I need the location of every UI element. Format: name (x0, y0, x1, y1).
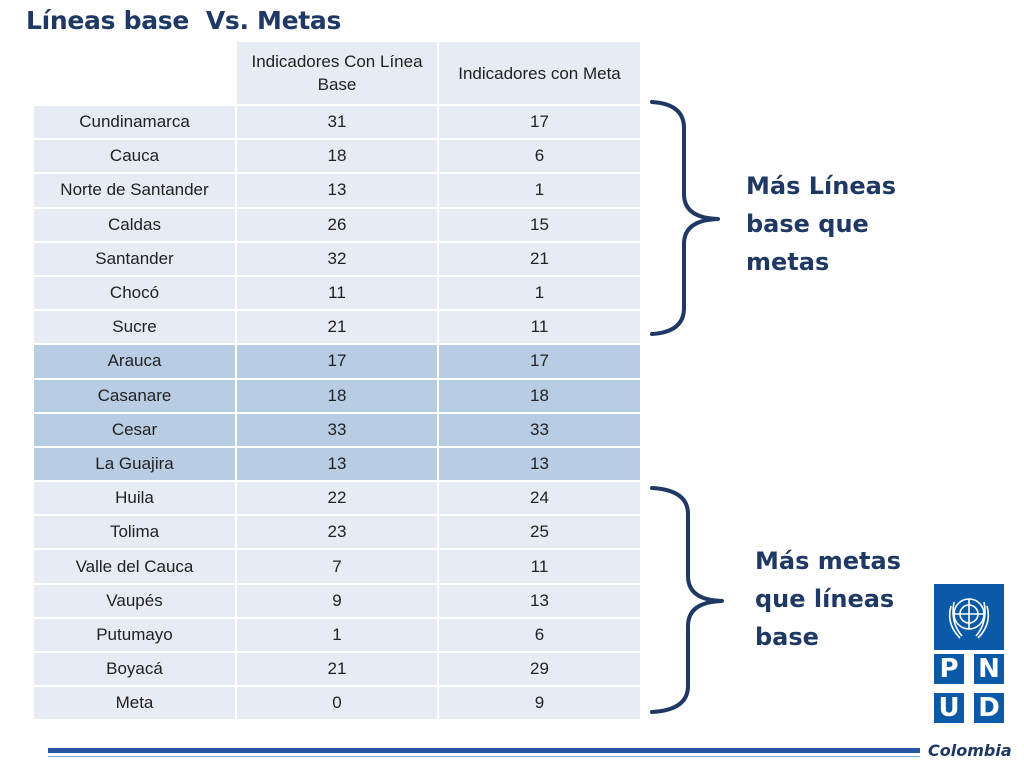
note-line: que líneas (755, 585, 895, 613)
target-count-cell: 33 (437, 411, 642, 448)
baseline-count-cell: 0 (235, 685, 439, 722)
target-count-cell: 11 (437, 309, 642, 346)
table-row: Tolima 23 25 (32, 514, 642, 551)
department-cell: Huila (32, 480, 237, 517)
department-cell: Arauca (32, 343, 237, 380)
note-more-targets: Más metas que líneas base (755, 542, 901, 656)
department-cell: Casanare (32, 377, 237, 414)
un-emblem (934, 584, 1004, 650)
target-count-cell: 29 (437, 650, 642, 688)
department-cell: Norte de Santander (32, 172, 237, 209)
table-row: Santander 32 21 (32, 240, 642, 277)
table-row: Cundinamarca 31 17 (32, 103, 642, 141)
target-count-cell: 25 (437, 514, 642, 551)
target-count-cell: 6 (437, 138, 642, 175)
table-row: Arauca 17 17 (32, 343, 642, 380)
note-line: metas (746, 248, 830, 276)
target-count-cell: 1 (437, 172, 642, 209)
baseline-count-cell: 18 (235, 138, 439, 175)
table-row: Sucre 21 11 (32, 309, 642, 346)
baseline-count-cell: 9 (235, 582, 439, 619)
department-cell: Sucre (32, 309, 237, 346)
table-row: Chocó 11 1 (32, 274, 642, 312)
un-globe-icon (948, 598, 990, 639)
logo-letter: N (974, 654, 1004, 684)
baseline-count-cell: 26 (235, 206, 439, 243)
baseline-count-cell: 23 (235, 514, 439, 551)
brace-more-meta (650, 486, 724, 714)
table-row: La Guajira 13 13 (32, 445, 642, 483)
baseline-count-cell: 33 (235, 411, 439, 448)
table-header-row: Indicadores Con Línea Base Indicadores c… (32, 40, 642, 106)
table-body: Cundinamarca 31 17 Cauca 18 6 Norte de Santand… (32, 103, 642, 722)
table-row: Vaupés 9 13 (32, 582, 642, 619)
target-count-cell: 15 (437, 206, 642, 243)
department-cell: Valle del Cauca (32, 548, 237, 585)
baseline-count-cell: 21 (235, 309, 439, 346)
baseline-count-cell: 31 (235, 103, 439, 141)
department-cell: Caldas (32, 206, 237, 243)
table-row: Caldas 26 15 (32, 206, 642, 243)
department-cell: Tolima (32, 514, 237, 551)
table-row: Casanare 18 18 (32, 377, 642, 414)
department-cell: Chocó (32, 274, 237, 312)
header-department (32, 40, 237, 106)
table-row: Valle del Cauca 7 11 (32, 548, 642, 585)
baseline-count-cell: 21 (235, 650, 439, 688)
logo-letter: P (934, 654, 964, 684)
baseline-count-cell: 1 (235, 616, 439, 654)
table-row: Putumayo 1 6 (32, 616, 642, 654)
logo-letter: U (934, 693, 964, 723)
baseline-count-cell: 17 (235, 343, 439, 380)
table-row: Norte de Santander 13 1 (32, 172, 642, 209)
slide-title: Líneas base Vs. Metas (26, 6, 342, 35)
footer-divider-thin (48, 756, 920, 757)
baseline-count-cell: 13 (235, 172, 439, 209)
target-count-cell: 21 (437, 240, 642, 277)
table-row: Huila 22 24 (32, 480, 642, 517)
target-count-cell: 11 (437, 548, 642, 585)
brace-more-base (650, 100, 720, 336)
target-count-cell: 17 (437, 343, 642, 380)
baseline-count-cell: 13 (235, 445, 439, 483)
table-row: Cauca 18 6 (32, 138, 642, 175)
logo-letter: D (974, 693, 1004, 723)
footer-divider (48, 748, 920, 753)
indicators-table: Indicadores Con Línea Base Indicadores c… (32, 40, 642, 722)
table-row: Meta 0 9 (32, 685, 642, 722)
target-count-cell: 13 (437, 582, 642, 619)
department-cell: Cundinamarca (32, 103, 237, 141)
department-cell: Putumayo (32, 616, 237, 654)
target-count-cell: 6 (437, 616, 642, 654)
department-cell: Cauca (32, 138, 237, 175)
baseline-count-cell: 11 (235, 274, 439, 312)
target-count-cell: 13 (437, 445, 642, 483)
undp-logo: P N U D (934, 584, 1004, 726)
target-count-cell: 24 (437, 480, 642, 517)
table-row: Boyacá 21 29 (32, 650, 642, 688)
note-more-baselines: Más Líneas base que metas (746, 167, 896, 281)
baseline-count-cell: 22 (235, 480, 439, 517)
country-label: Colombia (928, 741, 1012, 760)
header-baseline-indicators: Indicadores Con Línea Base (235, 40, 439, 106)
target-count-cell: 9 (437, 685, 642, 722)
department-cell: Cesar (32, 411, 237, 448)
baseline-count-cell: 7 (235, 548, 439, 585)
baseline-count-cell: 32 (235, 240, 439, 277)
department-cell: Santander (32, 240, 237, 277)
note-line: Más Líneas (746, 172, 897, 200)
note-line: base que (746, 210, 869, 238)
department-cell: La Guajira (32, 445, 237, 483)
note-line: base (755, 623, 819, 651)
note-line: Más metas (755, 547, 901, 575)
baseline-count-cell: 18 (235, 377, 439, 414)
target-count-cell: 17 (437, 103, 642, 141)
target-count-cell: 1 (437, 274, 642, 312)
header-target-indicators: Indicadores con Meta (437, 40, 642, 106)
department-cell: Meta (32, 685, 237, 722)
table-row: Cesar 33 33 (32, 411, 642, 448)
department-cell: Vaupés (32, 582, 237, 619)
department-cell: Boyacá (32, 650, 237, 688)
target-count-cell: 18 (437, 377, 642, 414)
